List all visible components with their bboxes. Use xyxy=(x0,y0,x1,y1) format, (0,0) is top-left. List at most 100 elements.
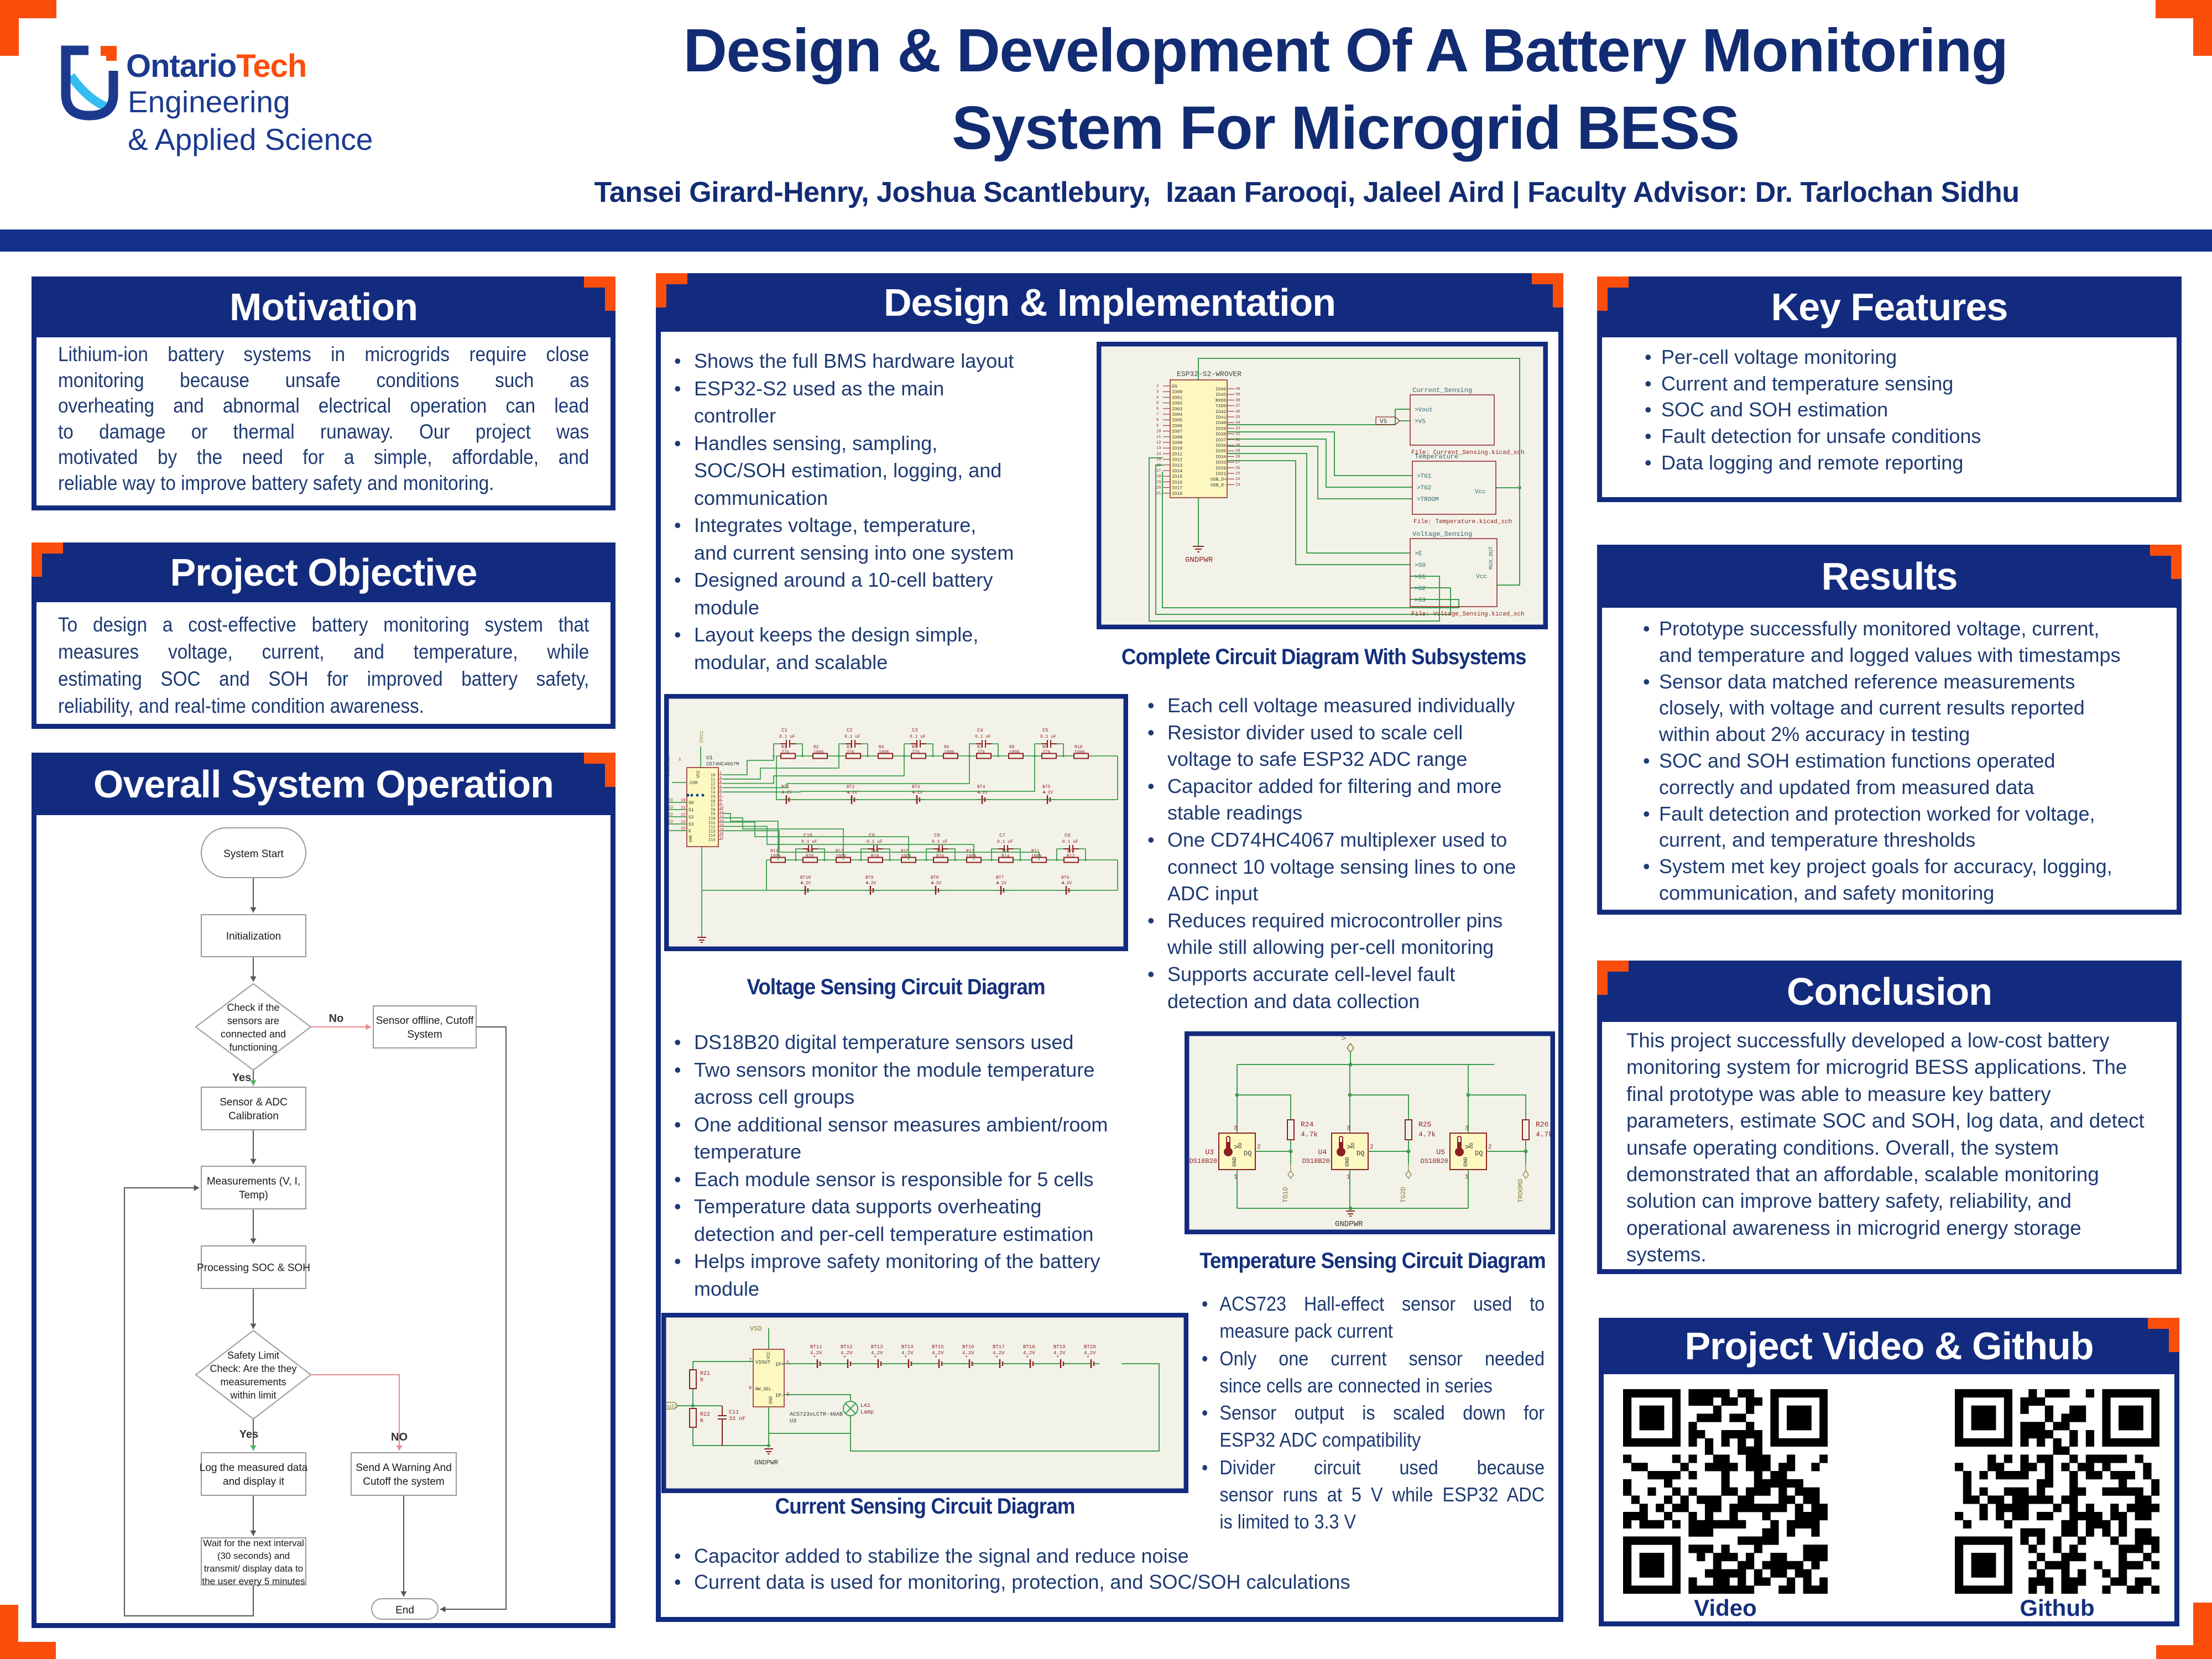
svg-text:100k: 100k xyxy=(1009,750,1020,755)
svg-text:3: 3 xyxy=(1234,1125,1238,1132)
svg-text:0.1 uF: 0.1 uF xyxy=(1040,734,1056,739)
svg-text:36: 36 xyxy=(1235,410,1240,414)
svg-text:E: E xyxy=(688,829,691,834)
svg-text:IO38: IO38 xyxy=(1215,432,1226,437)
svg-text:27k: 27k xyxy=(806,849,814,854)
svg-text:R4: R4 xyxy=(879,745,884,750)
svg-text:DS18B20: DS18B20 xyxy=(1421,1157,1448,1165)
svg-text:Send A Warning And: Send A Warning And xyxy=(356,1462,452,1474)
svg-text:+: + xyxy=(1043,790,1046,796)
svg-text:5: 5 xyxy=(1156,401,1159,406)
svg-text:7: 7 xyxy=(1156,413,1159,417)
svg-text:R5: R5 xyxy=(912,745,917,750)
svg-text:C5: C5 xyxy=(1042,728,1048,733)
svg-text:3: 3 xyxy=(1156,390,1159,394)
svg-text:4.2V: 4.2V xyxy=(1061,881,1072,886)
svg-text:U1: U1 xyxy=(706,755,713,761)
svg-text:DS18B20: DS18B20 xyxy=(1190,1157,1217,1165)
svg-text:I3: I3 xyxy=(711,786,715,791)
svg-text:Sensor offline, Cutoff: Sensor offline, Cutoff xyxy=(376,1015,474,1027)
svg-text:S0D: S0D xyxy=(665,798,674,803)
svg-text:2: 2 xyxy=(719,771,722,775)
svg-text:U3: U3 xyxy=(1205,1148,1214,1156)
svg-text:Temp): Temp) xyxy=(239,1190,268,1201)
svg-text:GND: GND xyxy=(1345,1157,1351,1167)
svg-text:U3: U3 xyxy=(790,1418,796,1425)
svg-text:+: + xyxy=(935,1354,937,1360)
svg-text:S3: S3 xyxy=(688,822,694,827)
svg-text:17: 17 xyxy=(1156,469,1161,473)
svg-text:Safety Limit: Safety Limit xyxy=(227,1350,279,1361)
svg-text:BT15: BT15 xyxy=(932,1344,944,1350)
svg-text:Voltage_Sensing: Voltage_Sensing xyxy=(1412,530,1472,538)
svg-text:4.2V: 4.2V xyxy=(931,881,941,886)
svg-text:R17: R17 xyxy=(836,849,844,854)
svg-text:R7: R7 xyxy=(977,745,983,750)
svg-text:GNDPWR: GNDPWR xyxy=(1335,1220,1363,1229)
svg-text:Cutoff the system: Cutoff the system xyxy=(363,1476,445,1488)
svg-text:27: 27 xyxy=(1235,461,1240,465)
svg-text:C7: C7 xyxy=(999,833,1005,838)
svg-text:BT9: BT9 xyxy=(865,875,874,880)
svg-text:+: + xyxy=(995,1354,998,1360)
svg-text:C1: C1 xyxy=(781,728,787,733)
svg-text:GND: GND xyxy=(769,1396,774,1404)
svg-text:27k: 27k xyxy=(1042,750,1051,755)
svg-text:IO21: IO21 xyxy=(1215,472,1226,477)
svg-text:100k: 100k xyxy=(944,750,954,755)
svg-text:4.2V: 4.2V xyxy=(1042,790,1053,795)
svg-text:System Start: System Start xyxy=(223,848,284,860)
svg-text:LA1: LA1 xyxy=(860,1403,870,1409)
svg-text:30: 30 xyxy=(1235,444,1240,448)
svg-text:Initialization: Initialization xyxy=(226,931,281,942)
svg-text:Yes: Yes xyxy=(239,1428,258,1441)
svg-text:C11: C11 xyxy=(729,1410,739,1416)
svg-text:IO39: IO39 xyxy=(1215,426,1226,431)
svg-text:4.2V: 4.2V xyxy=(993,1350,1005,1356)
svg-text:GND: GND xyxy=(1232,1157,1238,1167)
svg-text:37: 37 xyxy=(1235,404,1240,409)
svg-text:13: 13 xyxy=(681,820,685,825)
svg-text:4.7k: 4.7k xyxy=(1418,1130,1436,1139)
svg-text:+: + xyxy=(965,1354,968,1360)
svg-text:DD: DD xyxy=(1350,1142,1356,1149)
svg-text:2: 2 xyxy=(1370,1144,1374,1151)
svg-text:R3: R3 xyxy=(847,745,852,750)
svg-text:Measurements (V, I,: Measurements (V, I, xyxy=(207,1176,300,1187)
svg-text:17: 17 xyxy=(719,836,724,840)
svg-text:4.2V: 4.2V xyxy=(800,881,811,886)
svg-text:15: 15 xyxy=(681,827,685,831)
svg-text:32: 32 xyxy=(1235,432,1240,437)
svg-text:26: 26 xyxy=(1235,466,1240,471)
svg-text:100k: 100k xyxy=(770,854,781,859)
svg-text:TG1D: TG1D xyxy=(1282,1187,1290,1203)
svg-text:IO17: IO17 xyxy=(1172,486,1182,491)
svg-text:39: 39 xyxy=(1235,393,1240,397)
svg-text:I11: I11 xyxy=(708,821,716,826)
svg-text:V: V xyxy=(1347,1145,1353,1149)
svg-text:R14: R14 xyxy=(1001,854,1010,859)
svg-text:27k: 27k xyxy=(871,849,879,854)
svg-text:BT7: BT7 xyxy=(996,875,1004,880)
svg-text:BT4: BT4 xyxy=(977,785,985,790)
svg-text:Temperature: Temperature xyxy=(1415,453,1458,461)
svg-text:0.1 uF: 0.1 uF xyxy=(975,734,991,739)
svg-text:4.2V: 4.2V xyxy=(847,790,857,795)
svg-text:S2D: S2D xyxy=(665,812,674,817)
svg-text:4.2V: 4.2V xyxy=(1053,1350,1066,1356)
svg-text:Yes: Yes xyxy=(232,1072,251,1084)
svg-text:IP+: IP+ xyxy=(775,1362,784,1368)
svg-text:CVcc: CVcc xyxy=(699,731,705,743)
svg-text:R21: R21 xyxy=(700,1371,710,1377)
svg-text:100k: 100k xyxy=(813,750,824,755)
svg-text:S2: S2 xyxy=(688,815,694,820)
svg-text:measurements: measurements xyxy=(220,1376,286,1387)
svg-text:IO05: IO05 xyxy=(1172,418,1182,423)
svg-text:3: 3 xyxy=(1347,1125,1350,1132)
svg-text:DQ: DQ xyxy=(1475,1150,1483,1157)
svg-text:9: 9 xyxy=(1156,424,1159,428)
svg-text:V: V xyxy=(1465,1145,1472,1149)
svg-text:0.1 uF: 0.1 uF xyxy=(867,839,883,844)
svg-text:R22: R22 xyxy=(700,1412,710,1418)
svg-text:100k: 100k xyxy=(966,854,977,859)
